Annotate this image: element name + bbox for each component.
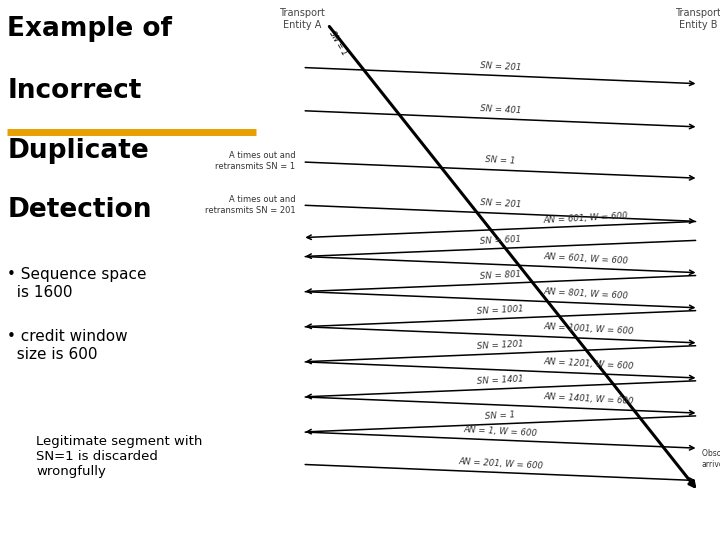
Text: AN = 201, W = 600: AN = 201, W = 600 [458,457,544,471]
Text: SN = 1401: SN = 1401 [477,375,523,386]
Text: AN = 601, W = 600: AN = 601, W = 600 [543,212,629,225]
Text: AN = 801, W = 600: AN = 801, W = 600 [544,287,629,301]
Text: A times out and
retransmits SN = 1: A times out and retransmits SN = 1 [215,151,295,171]
Text: SN = 1: SN = 1 [485,156,516,166]
Text: SN = 801: SN = 801 [480,269,521,281]
Text: Obsolete SN = 1
arrives: Obsolete SN = 1 arrives [702,449,720,469]
Text: AN = 601, W = 600: AN = 601, W = 600 [544,252,629,266]
Text: AN = 1201, W = 600: AN = 1201, W = 600 [544,357,634,371]
Text: AN = 1401, W = 600: AN = 1401, W = 600 [544,392,634,406]
Text: • Sequence space
  is 1600: • Sequence space is 1600 [7,267,147,300]
Text: Detection: Detection [7,197,152,223]
Text: Incorrect: Incorrect [7,78,142,104]
Text: SN = 201: SN = 201 [480,198,521,210]
Text: Duplicate: Duplicate [7,138,149,164]
Text: AN = 1, W = 600: AN = 1, W = 600 [464,426,538,438]
Text: Example of: Example of [7,16,172,42]
Text: Transport
Entity B: Transport Entity B [675,8,720,30]
Text: • credit window
  size is 600: • credit window size is 600 [7,329,128,362]
Text: A times out and
retransmits SN = 201: A times out and retransmits SN = 201 [204,195,295,215]
Text: Legitimate segment with
SN=1 is discarded
wrongfully: Legitimate segment with SN=1 is discarde… [36,435,202,478]
Text: SN = 1001: SN = 1001 [477,305,523,316]
Text: SN = 601: SN = 601 [480,234,521,246]
Text: SN = 401: SN = 401 [480,104,521,115]
Text: SN = 1: SN = 1 [327,30,348,57]
Text: SN = 201: SN = 201 [480,60,521,72]
Text: SN = 1201: SN = 1201 [477,340,523,351]
Text: Transport
Entity A: Transport Entity A [279,8,325,30]
Text: AN = 1001, W = 600: AN = 1001, W = 600 [544,322,634,336]
Text: SN = 1: SN = 1 [485,410,516,421]
